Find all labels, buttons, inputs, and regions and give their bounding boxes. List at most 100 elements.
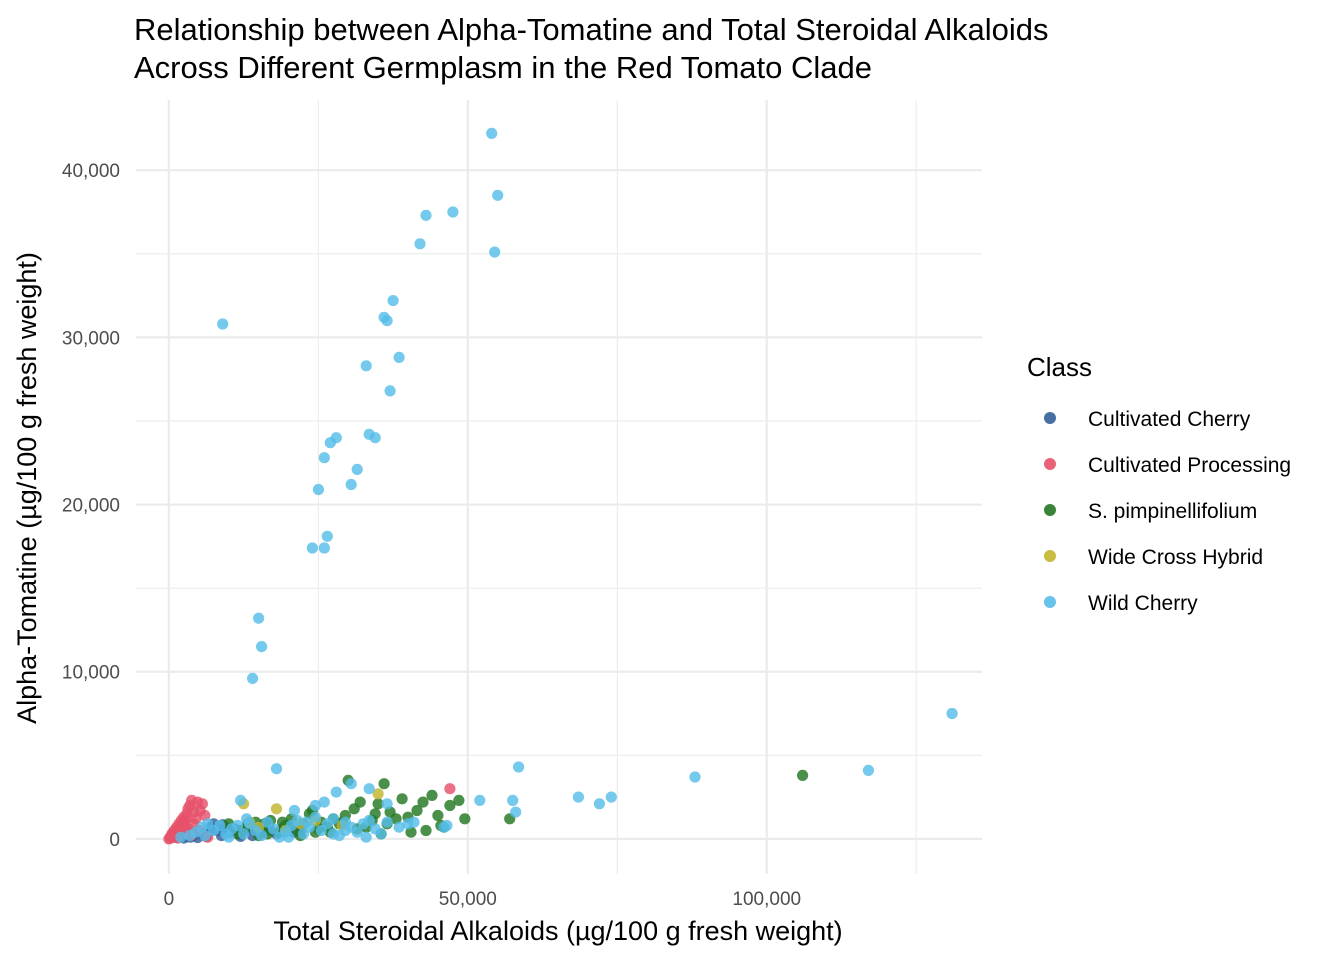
y-tick-label: 40,000 <box>62 161 120 182</box>
data-point <box>372 798 384 810</box>
data-point <box>459 813 471 825</box>
data-point <box>256 641 268 653</box>
data-point <box>333 830 345 842</box>
data-point <box>175 831 187 843</box>
y-tick-label: 0 <box>109 830 120 851</box>
data-point <box>381 315 393 327</box>
y-tick-label: 30,000 <box>62 328 120 349</box>
data-point <box>327 813 339 825</box>
axis-ticks: 0 50,000 100,000 0 10,000 20,000 30,000 40,000 <box>62 161 801 910</box>
y-tick-label: 20,000 <box>62 496 120 517</box>
data-point <box>444 799 456 812</box>
legend-items: Cultivated Cherry Cultivated Processing S.… <box>1044 408 1291 615</box>
legend-label: Cultivated Cherry <box>1088 408 1251 431</box>
data-point <box>453 794 465 807</box>
x-axis-title: Total Steroidal Alkaloids (µg/100 g fres… <box>273 916 842 946</box>
legend-swatch <box>1044 458 1056 470</box>
data-point <box>444 783 456 795</box>
legend-item: Cultivated Cherry <box>1044 408 1251 431</box>
data-point <box>309 799 321 812</box>
data-point <box>393 821 405 833</box>
data-point <box>247 672 259 685</box>
legend-label: S. pimpinellifolium <box>1088 500 1257 523</box>
x-tick-label: 0 <box>164 889 175 910</box>
data-point <box>441 819 453 832</box>
data-point <box>199 830 211 842</box>
data-point <box>420 824 432 837</box>
data-point <box>300 816 312 828</box>
data-point <box>256 830 268 842</box>
data-point <box>288 804 300 817</box>
data-point <box>270 763 283 775</box>
series-group <box>175 127 958 843</box>
data-point <box>417 796 429 808</box>
data-point <box>345 478 357 491</box>
data-point <box>797 769 809 782</box>
data-point <box>354 796 366 808</box>
data-point <box>593 798 606 810</box>
data-point <box>946 707 958 720</box>
legend: Class Cultivated Cherry Cultivated Proces… <box>1027 352 1291 615</box>
data-point <box>360 360 372 372</box>
data-point <box>330 786 342 798</box>
data-point <box>862 764 875 777</box>
data-point <box>408 816 420 828</box>
data-point <box>381 798 393 810</box>
legend-label: Wild Cherry <box>1088 592 1198 615</box>
data-point <box>267 823 280 835</box>
data-points <box>163 127 958 845</box>
data-point <box>238 828 250 840</box>
data-point <box>390 813 402 825</box>
x-tick-label: 50,000 <box>439 889 497 910</box>
data-point <box>196 798 208 810</box>
data-point <box>372 788 384 800</box>
data-point <box>345 778 357 790</box>
data-point <box>411 804 423 817</box>
data-point <box>235 794 247 807</box>
data-point <box>321 530 333 542</box>
y-tick-label: 10,000 <box>62 663 120 684</box>
data-point <box>202 818 214 830</box>
data-point <box>474 794 486 807</box>
data-point <box>223 831 235 843</box>
data-point <box>217 318 229 330</box>
data-point <box>689 771 701 783</box>
data-point <box>351 463 363 475</box>
data-point <box>447 206 459 218</box>
data-point <box>291 814 303 827</box>
data-point <box>369 432 381 444</box>
data-point <box>378 778 390 790</box>
legend-item: Wild Cherry <box>1044 592 1198 615</box>
legend-swatch <box>1044 596 1056 608</box>
grid <box>136 100 982 874</box>
data-point <box>381 816 393 828</box>
data-point <box>420 209 432 221</box>
legend-title: Class <box>1027 352 1092 382</box>
data-point <box>396 793 408 805</box>
chart-title: Relationship between Alpha-Tomatine and … <box>134 12 1049 47</box>
data-point <box>405 826 417 838</box>
data-point <box>270 803 283 815</box>
data-point <box>432 809 444 822</box>
data-point <box>318 452 330 464</box>
data-point <box>309 811 321 823</box>
data-point <box>318 542 330 554</box>
data-point <box>492 189 504 201</box>
data-point <box>605 791 617 803</box>
data-point <box>232 819 244 832</box>
data-point <box>489 246 501 258</box>
data-point <box>282 831 295 843</box>
legend-label: Cultivated Processing <box>1088 454 1291 477</box>
data-point <box>486 127 498 139</box>
data-point <box>507 794 519 807</box>
legend-swatch <box>1044 412 1056 424</box>
data-point <box>178 811 190 823</box>
data-point <box>363 783 375 795</box>
legend-swatch <box>1044 550 1056 562</box>
data-point <box>375 828 387 840</box>
data-point <box>360 831 372 843</box>
data-point <box>214 819 226 832</box>
data-point <box>312 483 324 496</box>
data-point <box>306 542 318 554</box>
